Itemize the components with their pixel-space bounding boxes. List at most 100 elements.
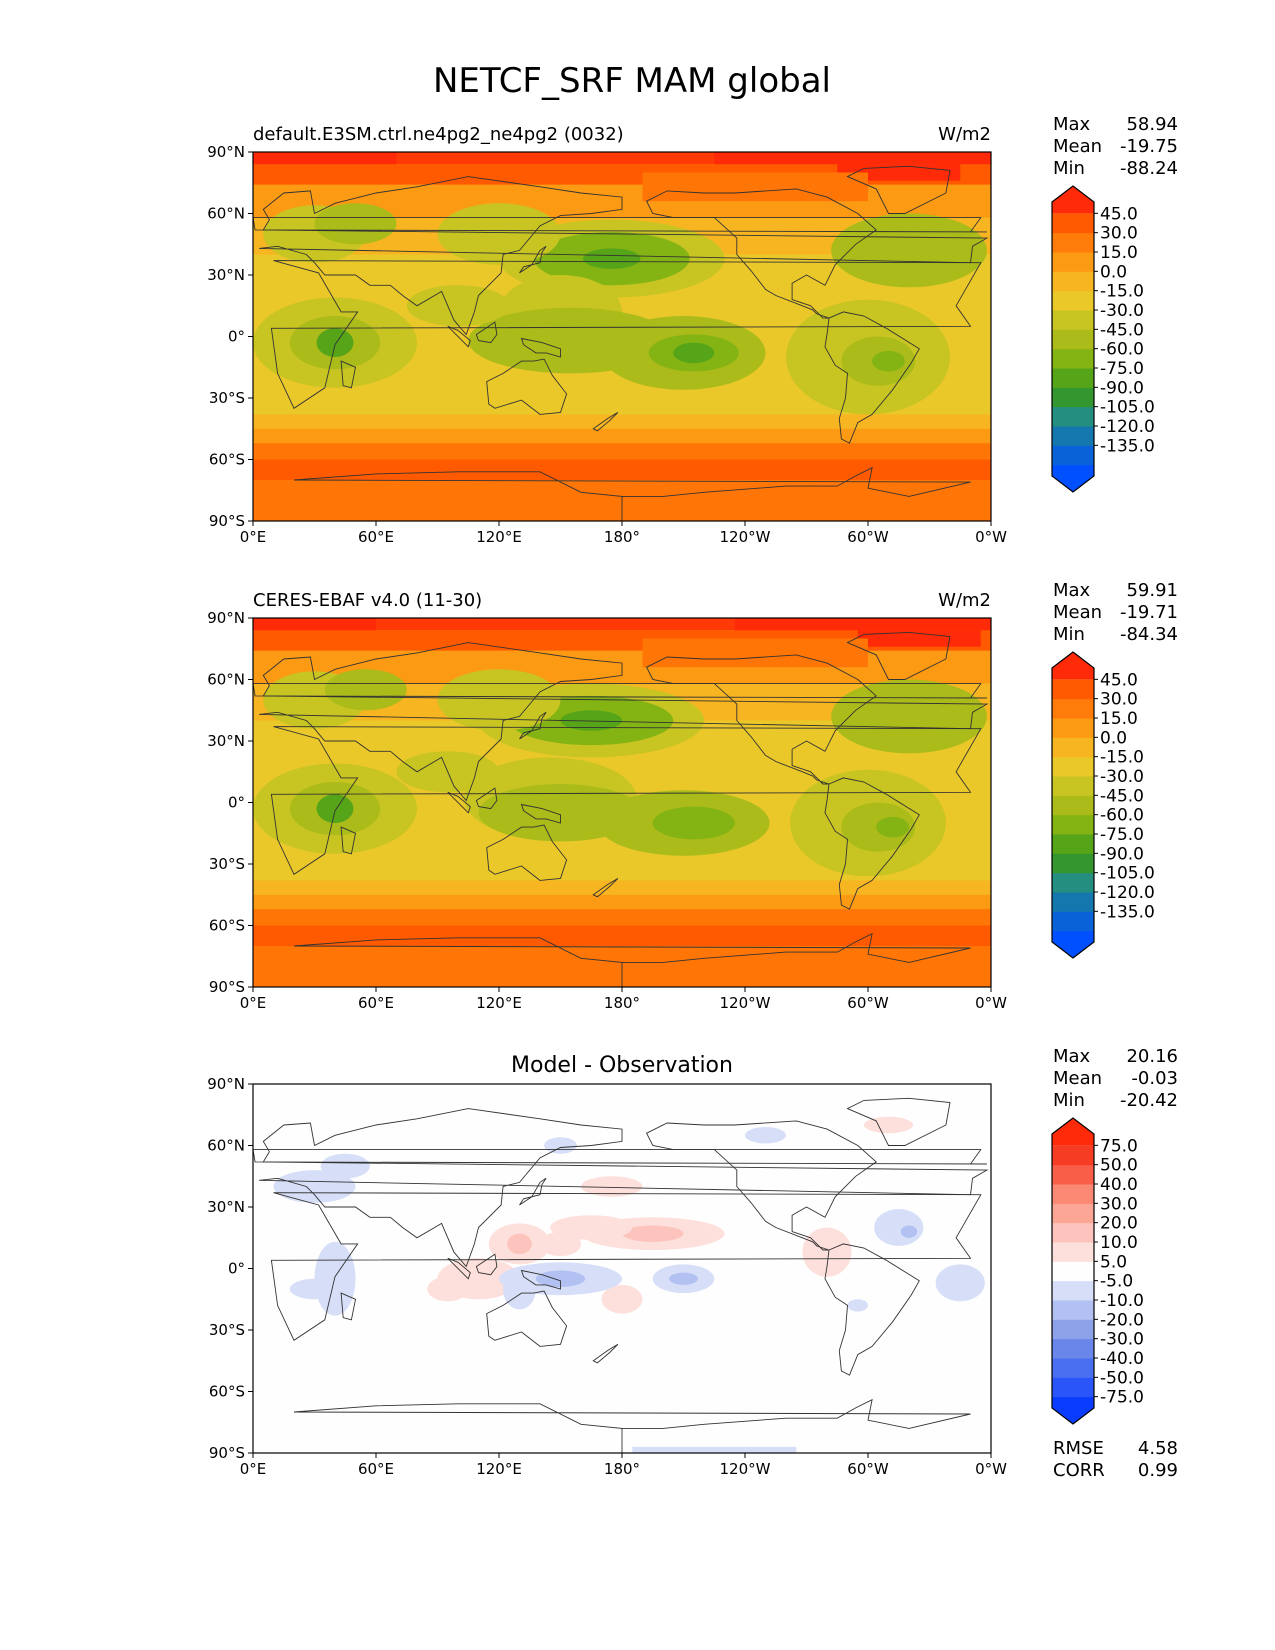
contour-band: [253, 909, 991, 926]
coastline: [253, 1149, 987, 1165]
colorbar-label: -30.0: [1100, 1330, 1144, 1350]
colorbar-swatch: [1052, 737, 1094, 758]
colorbar-swatch: [1052, 232, 1094, 253]
colorbar-swatch: [1052, 1377, 1094, 1398]
y-tick-label: 90°N: [207, 143, 245, 161]
colorbar-swatch: [1052, 853, 1094, 874]
coastline: [270, 1192, 982, 1341]
colorbar-swatch: [1052, 1203, 1094, 1224]
contour-blob: [847, 1299, 868, 1312]
colorbar-label: 0.0: [1100, 262, 1127, 282]
colorbar-swatch: [1052, 756, 1094, 777]
coastline: [259, 642, 989, 802]
y-tick-label: 60°N: [207, 205, 245, 223]
contour-patch: [253, 618, 376, 631]
contour-blob: [273, 1170, 356, 1203]
coastline: [340, 826, 357, 855]
colorbar-swatch: [1052, 1261, 1094, 1282]
stat-label: Mean: [1053, 1068, 1102, 1089]
coastline: [259, 176, 989, 336]
colorbar-label: -60.0: [1100, 806, 1144, 826]
x-tick-label: 180°: [604, 1460, 640, 1478]
colorbar-swatch: [1052, 679, 1094, 700]
colorbar-swatch: [1052, 348, 1094, 369]
colorbar-swatch: [1052, 1242, 1094, 1262]
y-tick-label: 60°N: [207, 1137, 245, 1155]
contour-patch: [376, 630, 725, 645]
contour-blob: [876, 816, 909, 838]
y-tick-label: 90°S: [209, 512, 245, 530]
x-tick-label: 0°E: [240, 1460, 267, 1478]
colorbar-label: -10.0: [1100, 1291, 1144, 1311]
colorbar-swatch: [1052, 445, 1094, 466]
y-tick-label: 60°S: [209, 917, 245, 935]
contour-band: [253, 428, 991, 444]
colorbar-label: -60.0: [1100, 340, 1144, 360]
contour-blob: [900, 1225, 918, 1238]
colorbar-label: -75.0: [1100, 825, 1144, 845]
colorbar-swatch: [1052, 290, 1094, 311]
colorbar-label: -40.0: [1100, 1349, 1144, 1369]
colorbar-swatch: [1052, 1145, 1094, 1166]
coastline: [486, 1290, 568, 1347]
map-field-difference: [253, 1084, 991, 1453]
colorbar-swatch: [1052, 834, 1094, 854]
colorbar-swatch: [1052, 1358, 1094, 1378]
colorbar-label: -135.0: [1100, 902, 1155, 922]
colorbar-label: -20.0: [1100, 1310, 1144, 1330]
colorbar-swatch: [1052, 911, 1094, 932]
coastline: [824, 777, 920, 910]
colorbar-swatch: [1052, 1396, 1094, 1424]
x-tick-label: 120°W: [720, 1460, 771, 1478]
colorbar-swatch: [1052, 406, 1094, 427]
y-tick-label: 30°N: [207, 1198, 245, 1216]
colorbar-label: 10.0: [1100, 1233, 1138, 1253]
colorbar-label: 45.0: [1100, 204, 1138, 224]
colorbar-swatch: [1052, 652, 1094, 680]
colorbar-label: -45.0: [1100, 786, 1144, 806]
contour-blob: [560, 710, 622, 731]
contour-patch: [376, 164, 684, 179]
stat-label: Min: [1053, 158, 1085, 179]
coastline: [846, 1097, 951, 1146]
coastline: [592, 1343, 619, 1364]
colorbar-label: 50.0: [1100, 1156, 1138, 1176]
stat-value: -20.42: [1120, 1090, 1178, 1111]
x-tick-label: 120°E: [476, 1460, 522, 1478]
contour-blob: [669, 1272, 698, 1285]
contour-patch: [714, 152, 991, 165]
colorbar-label: 75.0: [1100, 1136, 1138, 1156]
x-tick-label: 60°E: [358, 528, 394, 546]
y-tick-label: 30°N: [207, 732, 245, 750]
colorbar-label: 30.0: [1100, 690, 1138, 710]
stat-label: CORR: [1053, 1460, 1105, 1481]
colorbar-label: -30.0: [1100, 301, 1144, 321]
units-label: W/m2: [938, 590, 991, 611]
x-tick-label: 0°W: [975, 994, 1007, 1012]
coastline: [846, 631, 951, 680]
colorbar-swatch: [1052, 1300, 1094, 1320]
map-field-reference: [253, 618, 991, 987]
x-tick-label: 180°: [604, 994, 640, 1012]
contour-band: [253, 459, 991, 480]
map-background: [253, 1084, 991, 1453]
coastline: [270, 726, 982, 875]
colorbar-label: -15.0: [1100, 748, 1144, 768]
contour-blob: [314, 1241, 356, 1316]
contour-blob: [406, 285, 510, 327]
contour-band: [253, 443, 991, 460]
contour-blob: [314, 203, 397, 245]
coastline: [253, 683, 987, 699]
x-tick-label: 60°E: [358, 1460, 394, 1478]
colorbar-label: 45.0: [1100, 670, 1138, 690]
colorbar-label: 5.0: [1100, 1252, 1127, 1272]
contour-patch: [632, 1446, 797, 1453]
x-tick-label: 60°W: [847, 528, 889, 546]
colorbar-label: -30.0: [1100, 767, 1144, 787]
colorbar-label: -120.0: [1100, 417, 1155, 437]
colorbar-swatch: [1052, 872, 1094, 893]
colorbar-swatch: [1052, 718, 1094, 738]
contour-blob: [544, 1137, 577, 1154]
coastline: [824, 1243, 920, 1376]
x-tick-label: 0°E: [240, 528, 267, 546]
